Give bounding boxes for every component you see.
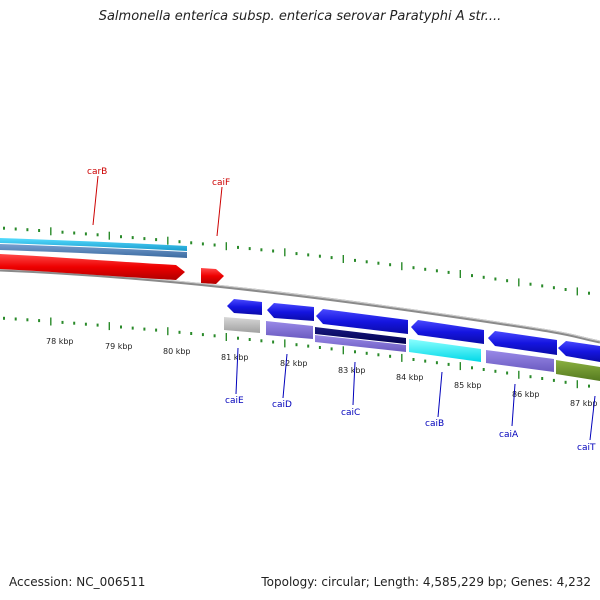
kbp-label: 79 kbp [105, 342, 133, 351]
topology-text: Topology: circular; Length: 4,585,229 bp… [261, 575, 591, 589]
callout-line-caiD [282, 353, 288, 399]
reverse-gene-labels: caiE caiD caiC caiB caiA caiT [225, 347, 596, 453]
callout-line-carB [92, 175, 99, 226]
annotation-bar-caiC-bottom[interactable] [315, 335, 406, 352]
annotation-bar-caiD[interactable] [266, 321, 313, 339]
feature-bar-steel[interactable] [0, 244, 187, 258]
callout-line-caiE [235, 347, 239, 395]
kbp-scale: 78 kbp 79 kbp 80 kbp 81 kbp 82 kbp 83 kb… [46, 337, 598, 408]
callout-line-caiC [352, 361, 356, 406]
gene-arrow-caiD[interactable] [267, 303, 314, 321]
kbp-label: 85 kbp [454, 381, 482, 390]
callout-line-caiF [216, 186, 223, 237]
kbp-label: 83 kbp [338, 366, 366, 375]
kbp-label: 86 kbp [512, 390, 540, 399]
reverse-strand-track [227, 299, 600, 362]
gene-arrow-caiF[interactable] [201, 268, 224, 284]
gene-arrow-carB[interactable] [0, 254, 185, 280]
lower-tick-row [3, 316, 590, 389]
forward-strand-track [0, 238, 224, 284]
genome-backbone [0, 268, 600, 344]
kbp-label: 81 kbp [221, 353, 249, 362]
annotation-bar-caiE[interactable] [224, 317, 260, 333]
gene-arrow-caiA[interactable] [488, 331, 557, 355]
gene-arrow-caiC[interactable] [316, 309, 408, 334]
callout-line-caiA [511, 383, 516, 427]
callout-line-caiB [437, 371, 443, 418]
upper-tick-row [3, 226, 590, 296]
annotation-bar-caiB[interactable] [409, 339, 481, 362]
gene-label-caiD[interactable]: caiD [272, 400, 292, 410]
gene-label-caiT[interactable]: caiT [577, 443, 596, 453]
annotation-bar-caiA[interactable] [486, 350, 554, 372]
callout-line-caiT [589, 395, 596, 441]
gene-arrow-caiE[interactable] [227, 299, 262, 315]
kbp-label: 87 kbp [570, 399, 598, 408]
gene-label-carB[interactable]: carB [87, 167, 107, 177]
annotation-bar-caiC-top[interactable] [315, 327, 406, 344]
accession-text: Accession: NC_006511 [9, 575, 146, 589]
gene-label-caiE[interactable]: caiE [225, 396, 244, 406]
kbp-label: 82 kbp [280, 359, 308, 368]
kbp-label: 80 kbp [163, 347, 191, 356]
feature-bar-sky[interactable] [0, 238, 187, 251]
kbp-label: 84 kbp [396, 373, 424, 382]
gene-label-caiC[interactable]: caiC [341, 408, 360, 418]
map-title: Salmonella enterica subsp. enterica sero… [98, 9, 502, 24]
kbp-label: 78 kbp [46, 337, 74, 346]
gene-arrow-caiT[interactable] [558, 341, 600, 362]
gene-arrow-caiB[interactable] [411, 320, 484, 344]
forward-gene-labels: carB caiF [87, 167, 230, 237]
gene-label-caiA[interactable]: caiA [499, 430, 519, 440]
gene-label-caiF[interactable]: caiF [212, 178, 230, 188]
gene-label-caiB[interactable]: caiB [425, 419, 444, 429]
annotation-bars [224, 317, 600, 381]
annotation-bar-caiT[interactable] [556, 360, 600, 381]
